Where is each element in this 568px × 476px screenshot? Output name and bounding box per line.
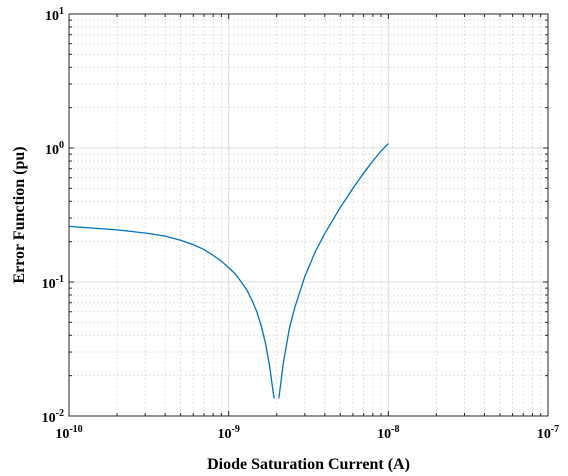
- y-tick-label: 101: [45, 6, 64, 24]
- y-tick-label: 10-1: [42, 274, 64, 292]
- series-layer: [68, 143, 389, 399]
- tick-layer: 10-10 10-9 10-8 10-7 10-2 10-1 100 101: [42, 6, 560, 442]
- series-line: [68, 225, 275, 399]
- y-tick-label: 100: [45, 140, 64, 158]
- y-tick-label: 10-2: [42, 408, 64, 426]
- series-line: [278, 143, 389, 399]
- x-tick-label: 10-9: [217, 424, 239, 442]
- plot-frame: [68, 13, 549, 417]
- x-tick-label: 10-10: [55, 424, 82, 442]
- x-tick-label: 10-8: [377, 424, 399, 442]
- x-axis-label: Diode Saturation Current (A): [207, 456, 410, 473]
- y-axis-label: Error Function (pu): [11, 146, 28, 283]
- grid-layer: [69, 14, 548, 416]
- x-tick-label: 10-7: [537, 424, 559, 442]
